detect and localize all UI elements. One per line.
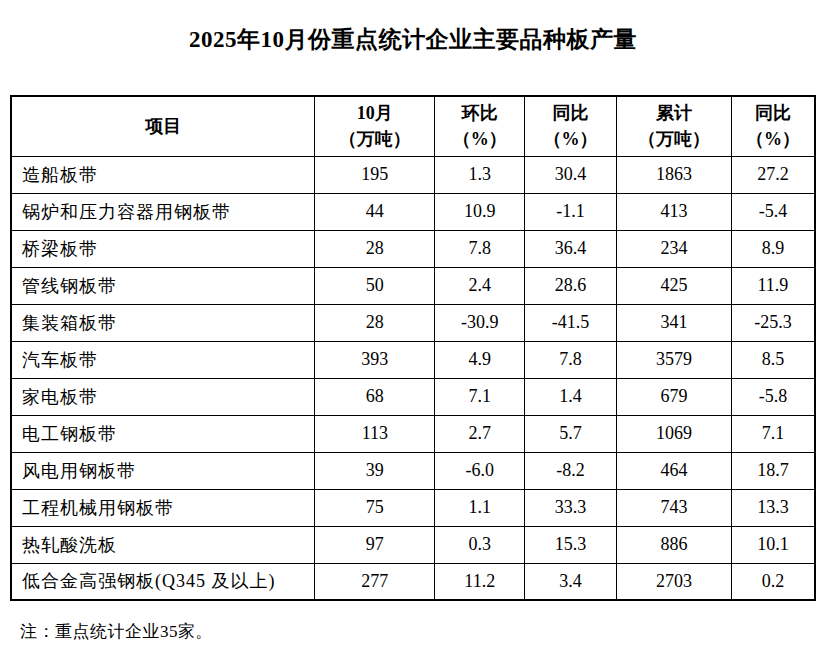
col-header-october: 10月 （万吨） bbox=[315, 96, 435, 156]
cumulative-yoy-value-cell: 8.5 bbox=[731, 341, 815, 378]
mom-value-cell: 4.9 bbox=[435, 341, 525, 378]
header-row: 项目 10月 （万吨） 环比 （%） 同比 （%） 累计 （万吨） bbox=[11, 96, 815, 156]
table-row: 集装箱板带 28 -30.9 -41.5 341 -25.3 bbox=[11, 304, 815, 341]
item-cell: 风电用钢板带 bbox=[11, 452, 315, 489]
october-value-cell: 39 bbox=[315, 452, 435, 489]
footnote: 注：重点统计企业35家。 bbox=[20, 620, 826, 643]
october-value-cell: 68 bbox=[315, 378, 435, 415]
item-cell: 桥梁板带 bbox=[11, 230, 315, 267]
yoy-value-cell: -1.1 bbox=[525, 193, 617, 230]
mom-value-cell: -30.9 bbox=[435, 304, 525, 341]
item-cell: 低合金高强钢板(Q345 及以上) bbox=[11, 563, 315, 600]
page: 2025年10月份重点统计企业主要品种板产量 项目 10月 （万吨） 环比 （%… bbox=[0, 0, 826, 658]
yoy-value-cell: 3.4 bbox=[525, 563, 617, 600]
october-value-cell: 50 bbox=[315, 267, 435, 304]
col-header-mom: 环比 （%） bbox=[435, 96, 525, 156]
yoy-value-cell: -8.2 bbox=[525, 452, 617, 489]
october-value-cell: 113 bbox=[315, 415, 435, 452]
page-title: 2025年10月份重点统计企业主要品种板产量 bbox=[0, 26, 826, 54]
table-row: 热轧酸洗板 97 0.3 15.3 886 10.1 bbox=[11, 526, 815, 563]
table-row: 家电板带 68 7.1 1.4 679 -5.8 bbox=[11, 378, 815, 415]
cumulative-yoy-value-cell: 11.9 bbox=[731, 267, 815, 304]
yoy-value-cell: 1.4 bbox=[525, 378, 617, 415]
cumulative-value-cell: 3579 bbox=[616, 341, 731, 378]
table-row: 锅炉和压力容器用钢板带 44 10.9 -1.1 413 -5.4 bbox=[11, 193, 815, 230]
table-row: 汽车板带 393 4.9 7.8 3579 8.5 bbox=[11, 341, 815, 378]
cumulative-value-cell: 341 bbox=[616, 304, 731, 341]
yoy-value-cell: 7.8 bbox=[525, 341, 617, 378]
item-cell: 热轧酸洗板 bbox=[11, 526, 315, 563]
mom-value-cell: 1.3 bbox=[435, 156, 525, 193]
mom-value-cell: 11.2 bbox=[435, 563, 525, 600]
cumulative-value-cell: 425 bbox=[616, 267, 731, 304]
cumulative-yoy-value-cell: 7.1 bbox=[731, 415, 815, 452]
production-table: 项目 10月 （万吨） 环比 （%） 同比 （%） 累计 （万吨） bbox=[10, 95, 816, 601]
yoy-value-cell: 5.7 bbox=[525, 415, 617, 452]
cumulative-value-cell: 464 bbox=[616, 452, 731, 489]
cumulative-yoy-value-cell: 10.1 bbox=[731, 526, 815, 563]
cumulative-yoy-value-cell: 18.7 bbox=[731, 452, 815, 489]
col-header-item: 项目 bbox=[11, 96, 315, 156]
cumulative-value-cell: 413 bbox=[616, 193, 731, 230]
item-cell: 锅炉和压力容器用钢板带 bbox=[11, 193, 315, 230]
cumulative-value-cell: 234 bbox=[616, 230, 731, 267]
table-row: 桥梁板带 28 7.8 36.4 234 8.9 bbox=[11, 230, 815, 267]
october-value-cell: 28 bbox=[315, 304, 435, 341]
cumulative-value-cell: 2703 bbox=[616, 563, 731, 600]
cumulative-value-cell: 743 bbox=[616, 489, 731, 526]
table-row: 风电用钢板带 39 -6.0 -8.2 464 18.7 bbox=[11, 452, 815, 489]
table-row: 电工钢板带 113 2.7 5.7 1069 7.1 bbox=[11, 415, 815, 452]
cumulative-yoy-value-cell: -25.3 bbox=[731, 304, 815, 341]
cumulative-value-cell: 1069 bbox=[616, 415, 731, 452]
mom-value-cell: -6.0 bbox=[435, 452, 525, 489]
item-cell: 汽车板带 bbox=[11, 341, 315, 378]
yoy-value-cell: 36.4 bbox=[525, 230, 617, 267]
october-value-cell: 97 bbox=[315, 526, 435, 563]
cumulative-yoy-value-cell: -5.4 bbox=[731, 193, 815, 230]
table-row: 工程机械用钢板带 75 1.1 33.3 743 13.3 bbox=[11, 489, 815, 526]
table-row: 低合金高强钢板(Q345 及以上) 277 11.2 3.4 2703 0.2 bbox=[11, 563, 815, 600]
cumulative-value-cell: 1863 bbox=[616, 156, 731, 193]
october-value-cell: 195 bbox=[315, 156, 435, 193]
october-value-cell: 277 bbox=[315, 563, 435, 600]
table-row: 造船板带 195 1.3 30.4 1863 27.2 bbox=[11, 156, 815, 193]
october-value-cell: 75 bbox=[315, 489, 435, 526]
col-header-cumulative: 累计 （万吨） bbox=[616, 96, 731, 156]
cumulative-yoy-value-cell: 27.2 bbox=[731, 156, 815, 193]
yoy-value-cell: 30.4 bbox=[525, 156, 617, 193]
mom-value-cell: 7.1 bbox=[435, 378, 525, 415]
yoy-value-cell: -41.5 bbox=[525, 304, 617, 341]
mom-value-cell: 0.3 bbox=[435, 526, 525, 563]
cumulative-yoy-value-cell: -5.8 bbox=[731, 378, 815, 415]
cumulative-yoy-value-cell: 0.2 bbox=[731, 563, 815, 600]
october-value-cell: 44 bbox=[315, 193, 435, 230]
cumulative-yoy-value-cell: 8.9 bbox=[731, 230, 815, 267]
item-cell: 电工钢板带 bbox=[11, 415, 315, 452]
table-row: 管线钢板带 50 2.4 28.6 425 11.9 bbox=[11, 267, 815, 304]
cumulative-value-cell: 679 bbox=[616, 378, 731, 415]
yoy-value-cell: 28.6 bbox=[525, 267, 617, 304]
yoy-value-cell: 33.3 bbox=[525, 489, 617, 526]
cumulative-yoy-value-cell: 13.3 bbox=[731, 489, 815, 526]
item-cell: 管线钢板带 bbox=[11, 267, 315, 304]
item-cell: 造船板带 bbox=[11, 156, 315, 193]
yoy-value-cell: 15.3 bbox=[525, 526, 617, 563]
october-value-cell: 28 bbox=[315, 230, 435, 267]
mom-value-cell: 2.7 bbox=[435, 415, 525, 452]
cumulative-value-cell: 886 bbox=[616, 526, 731, 563]
item-cell: 集装箱板带 bbox=[11, 304, 315, 341]
item-cell: 工程机械用钢板带 bbox=[11, 489, 315, 526]
october-value-cell: 393 bbox=[315, 341, 435, 378]
col-header-cumulative-yoy: 同比 （%） bbox=[731, 96, 815, 156]
mom-value-cell: 1.1 bbox=[435, 489, 525, 526]
col-header-yoy: 同比 （%） bbox=[525, 96, 617, 156]
mom-value-cell: 7.8 bbox=[435, 230, 525, 267]
item-cell: 家电板带 bbox=[11, 378, 315, 415]
mom-value-cell: 10.9 bbox=[435, 193, 525, 230]
mom-value-cell: 2.4 bbox=[435, 267, 525, 304]
